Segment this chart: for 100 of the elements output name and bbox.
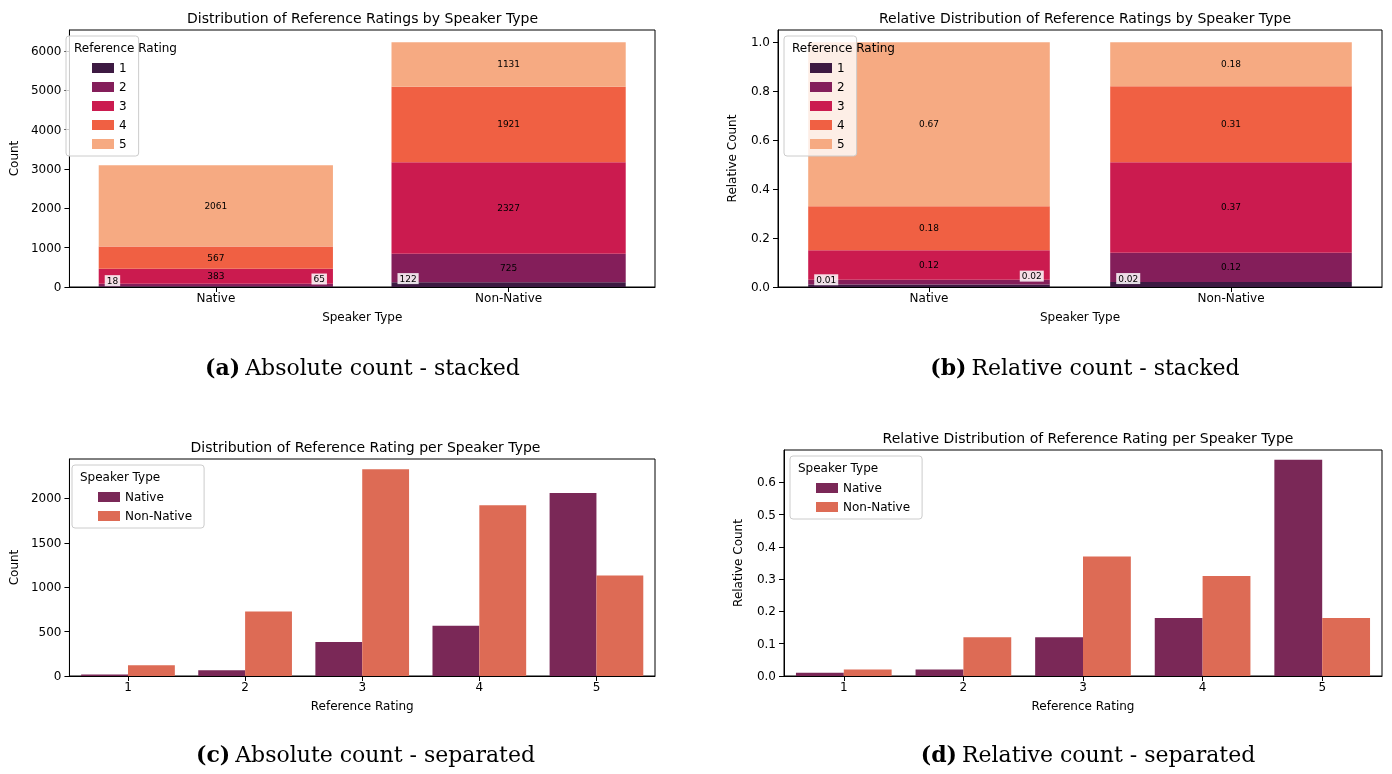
y-axis-title: Relative Count xyxy=(731,518,745,607)
bar xyxy=(808,206,1050,251)
y-tick-label: 0.0 xyxy=(756,669,776,683)
text: (b) Relative count - stacked xyxy=(930,354,1240,380)
legend-label: 2 xyxy=(119,80,127,94)
x-tick-label: Non-Native xyxy=(475,291,543,305)
y-tick-label: 2000 xyxy=(30,491,62,506)
y-tick-label: 0.4 xyxy=(756,539,776,554)
y-axis-title: Relative Count xyxy=(725,114,739,203)
bar xyxy=(1274,459,1323,676)
bar xyxy=(1083,556,1131,676)
y-tick-label: 0.2 xyxy=(756,604,776,619)
data-label: 2061 xyxy=(204,200,228,211)
y-tick-label: 0.4 xyxy=(750,182,770,197)
data-label: 0.37 xyxy=(1220,202,1242,213)
y-axis-title: Count xyxy=(7,140,21,177)
data-label: 18 xyxy=(106,275,119,286)
bar xyxy=(1322,617,1371,676)
bar xyxy=(963,637,1012,676)
y-tick-label: 1500 xyxy=(30,535,62,550)
y-tick-label: 0.6 xyxy=(750,133,770,148)
data-label: 0.01 xyxy=(816,274,837,285)
y-tick-label: 0.0 xyxy=(750,280,770,294)
legend-label: Native xyxy=(843,481,882,495)
y-tick-label: 5000 xyxy=(30,83,62,98)
data-label: 1921 xyxy=(497,119,521,130)
legend-label: 5 xyxy=(837,137,845,151)
bar xyxy=(1110,42,1352,87)
y-tick-label: 1.0 xyxy=(750,35,770,50)
data-label: 0.31 xyxy=(1220,119,1242,130)
y-tick-label: 2000 xyxy=(30,201,62,216)
bar xyxy=(391,253,626,283)
x-axis-title: Speaker Type xyxy=(322,310,403,324)
bar xyxy=(391,86,626,163)
data-label: 0.18 xyxy=(918,223,940,234)
bar xyxy=(795,672,844,676)
x-axis-title: Speaker Type xyxy=(1039,310,1121,324)
legend-title: Reference Rating xyxy=(792,41,895,55)
y-tick-label: 0.8 xyxy=(750,84,770,99)
x-tick-label: 3 xyxy=(358,680,367,694)
legend-label: 1 xyxy=(119,61,127,75)
data-label: 383 xyxy=(207,271,225,282)
x-tick-label: 2 xyxy=(959,680,968,694)
data-label: 725 xyxy=(500,262,518,273)
legend-label: Native xyxy=(125,490,164,504)
data-label: 0.02 xyxy=(1118,273,1139,284)
bar xyxy=(1110,86,1352,163)
chart-title: Distribution of Reference Ratings by Speaker Type xyxy=(186,10,539,26)
bar xyxy=(1035,637,1083,676)
y-tick-label: 1000 xyxy=(30,580,62,595)
bar xyxy=(915,669,964,676)
text: (c) Absolute count - separated xyxy=(195,741,536,767)
bar xyxy=(98,246,333,269)
x-tick-label: 4 xyxy=(475,680,484,694)
bar xyxy=(362,469,410,676)
bar xyxy=(391,42,626,87)
data-label: 0.12 xyxy=(918,259,940,270)
legend-title: Speaker Type xyxy=(80,470,161,484)
x-tick-label: 1 xyxy=(839,680,848,694)
legend-label: 1 xyxy=(837,61,845,75)
data-label: 122 xyxy=(399,273,417,284)
data-label: 0.18 xyxy=(1220,59,1242,70)
bar xyxy=(391,282,626,287)
bar xyxy=(432,625,480,676)
x-tick-label: Native xyxy=(196,291,236,305)
chart-title: Relative Distribution of Reference Rating per Speaker Type xyxy=(882,430,1294,446)
legend-label: 3 xyxy=(119,99,127,113)
bar xyxy=(843,669,892,676)
y-tick-label: 0 xyxy=(53,669,62,683)
x-axis-title: Reference Rating xyxy=(1031,699,1135,713)
bar xyxy=(98,165,333,247)
bar xyxy=(315,641,363,676)
chart-title: Distribution of Reference Rating per Speaker Type xyxy=(190,439,541,455)
x-tick-label: 5 xyxy=(592,680,601,694)
legend-label: Non-Native xyxy=(125,509,193,523)
y-tick-label: 0.5 xyxy=(756,507,776,522)
bar xyxy=(1110,162,1352,253)
legend-label: Non-Native xyxy=(843,500,911,514)
legend-label: 2 xyxy=(837,80,845,94)
bar xyxy=(596,575,644,676)
legend-title: Speaker Type xyxy=(798,461,879,475)
legend-label: 3 xyxy=(837,99,845,113)
data-label: 0.02 xyxy=(1021,271,1042,282)
x-tick-label: 1 xyxy=(124,680,132,694)
text: (d) Relative count - separated xyxy=(920,741,1256,767)
data-label: 1131 xyxy=(497,59,521,70)
y-tick-label: 4000 xyxy=(30,122,62,137)
legend-label: 5 xyxy=(119,137,127,151)
bar xyxy=(1110,252,1352,283)
x-tick-label: Non-Native xyxy=(1197,291,1265,305)
y-tick-label: 0.6 xyxy=(756,475,776,490)
data-label: 0.67 xyxy=(918,119,940,130)
y-tick-label: 0.2 xyxy=(750,231,770,246)
bar xyxy=(479,505,527,676)
data-label: 65 xyxy=(313,274,325,285)
bar xyxy=(549,492,597,676)
bar xyxy=(245,611,292,676)
y-tick-label: 500 xyxy=(38,624,62,639)
x-tick-label: 5 xyxy=(1318,680,1327,694)
chart-title: Relative Distribution of Reference Ratings by Speaker Type xyxy=(879,10,1291,26)
